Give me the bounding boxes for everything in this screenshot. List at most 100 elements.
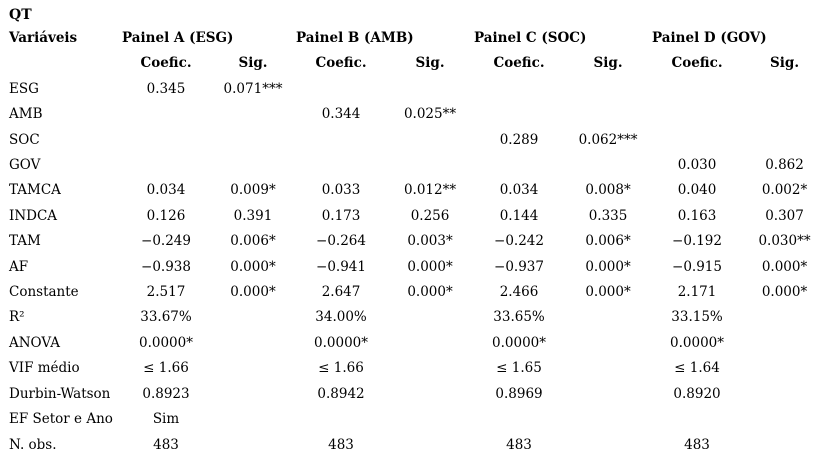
cell-value: ≤ 1.66 [143,360,189,377]
cell-value: 0.345 [146,80,186,97]
cell-value [122,128,210,153]
cell-value: −0.249 [141,233,191,250]
table-row: AMB 0.344 0.025** [0,102,827,127]
cell-value: 0.126 [146,207,186,224]
cell-value: 0.034 [146,182,186,199]
row-label: AF [9,258,29,275]
cell-value [386,331,474,356]
cell-value: 0.033 [321,182,361,199]
cell-value: 2.517 [146,284,186,301]
cell-value: 0.289 [499,131,539,148]
cell-value [564,102,652,127]
cell-value: ≤ 1.64 [674,360,720,377]
cell-value: ≤ 1.65 [496,360,542,377]
cell-value: 0.030 [677,157,717,174]
table-row: N. obs. 483 483 483 483 [0,433,827,458]
cell-value: 0.000* [761,284,808,301]
variables-header: Variáveis [9,30,78,46]
cell-value [386,382,474,407]
cell-value [564,331,652,356]
cell-value [210,433,296,458]
panel-c-header: Painel C (SOC) [474,30,587,46]
cell-value [742,128,827,153]
cell-value: 2.647 [321,284,361,301]
cell-value: 33.67% [140,309,192,326]
cell-value: 33.15% [671,309,723,326]
cell-value [210,128,296,153]
cell-value: −0.915 [672,258,722,275]
cell-value: 0.071*** [223,80,283,97]
panel-d-header: Painel D (GOV) [652,30,767,46]
coef-header-b: Coefic. [315,55,367,72]
cell-value [742,433,827,458]
cell-value [474,153,564,178]
cell-value [210,305,296,330]
cell-value: 0.144 [499,207,539,224]
table-row: TAM −0.249 0.006* −0.264 0.003* −0.242 0.006* −… [0,229,827,254]
cell-value [122,102,210,127]
cell-value: 0.256 [410,207,450,224]
cell-value [652,102,742,127]
cell-value: 0.006* [230,233,276,250]
cell-value: 33.65% [493,309,545,326]
cell-value: 0.006* [585,233,631,250]
cell-value: 0.025** [403,106,457,123]
cell-value: 0.8923 [142,385,190,402]
row-label: R² [9,309,25,326]
cell-value: −0.941 [316,258,366,275]
subheader-row: Coefic. Sig. Coefic. Sig. Coefic. Sig. C… [0,51,827,76]
row-label: ESG [9,80,39,97]
table-row: VIF médio ≤ 1.66 ≤ 1.66 ≤ 1.65 ≤ 1.64 [0,356,827,381]
cell-value [210,382,296,407]
cell-value: 0.344 [321,106,361,123]
cell-value: 0.862 [765,157,804,174]
cell-value: 483 [506,436,532,453]
cell-value: 0.009* [230,182,276,199]
row-label: ANOVA [9,334,60,351]
cell-value: −0.192 [672,233,722,250]
cell-value [474,407,564,432]
cell-value: 0.000* [230,258,276,275]
cell-value [742,356,827,381]
table-row: Constante 2.517 0.000* 2.647 0.000* 2.466 0.00… [0,280,827,305]
panel-b-header: Painel B (AMB) [296,30,414,46]
table-row: ESG 0.345 0.071*** [0,77,827,102]
table-row: AF −0.938 0.000* −0.941 0.000* −0.937 0.000* −0… [0,255,827,280]
cell-value [564,382,652,407]
cell-value: 483 [684,436,710,453]
cell-value [386,433,474,458]
row-label: TAMCA [9,182,61,199]
panel-a-header: Painel A (ESG) [122,30,234,46]
cell-value: 0.391 [233,207,273,224]
cell-value: −0.242 [494,233,544,250]
cell-value: Sim [152,411,180,428]
cell-value [742,382,827,407]
cell-value [742,407,827,432]
coef-header-c: Coefic. [493,55,545,72]
cell-value: 0.012** [403,182,457,199]
cell-value [386,77,474,102]
cell-value [564,433,652,458]
panel-header-row: Variáveis Painel A (ESG) Painel B (AMB) … [0,26,827,51]
cell-value: −0.937 [494,258,544,275]
cell-value [210,407,296,432]
row-label: VIF médio [9,360,80,377]
cell-value [386,407,474,432]
cell-value: 0.000* [407,258,453,275]
cell-value [564,153,652,178]
sig-header-a: Sig. [238,55,268,72]
cell-value [296,128,386,153]
cell-value: 0.8969 [495,385,543,402]
cell-value [564,305,652,330]
cell-value: 483 [328,436,354,453]
cell-value [210,356,296,381]
table-row: ANOVA 0.0000* 0.0000* 0.0000* 0.0000* [0,331,827,356]
row-label: Durbin-Watson [9,385,111,402]
cell-value: 0.008* [585,182,631,199]
cell-value [386,356,474,381]
sig-header-d: Sig. [770,55,800,72]
table-title: QT [9,7,32,23]
cell-value [742,331,827,356]
cell-value: 0.000* [585,284,631,301]
cell-value: −0.264 [316,233,366,250]
